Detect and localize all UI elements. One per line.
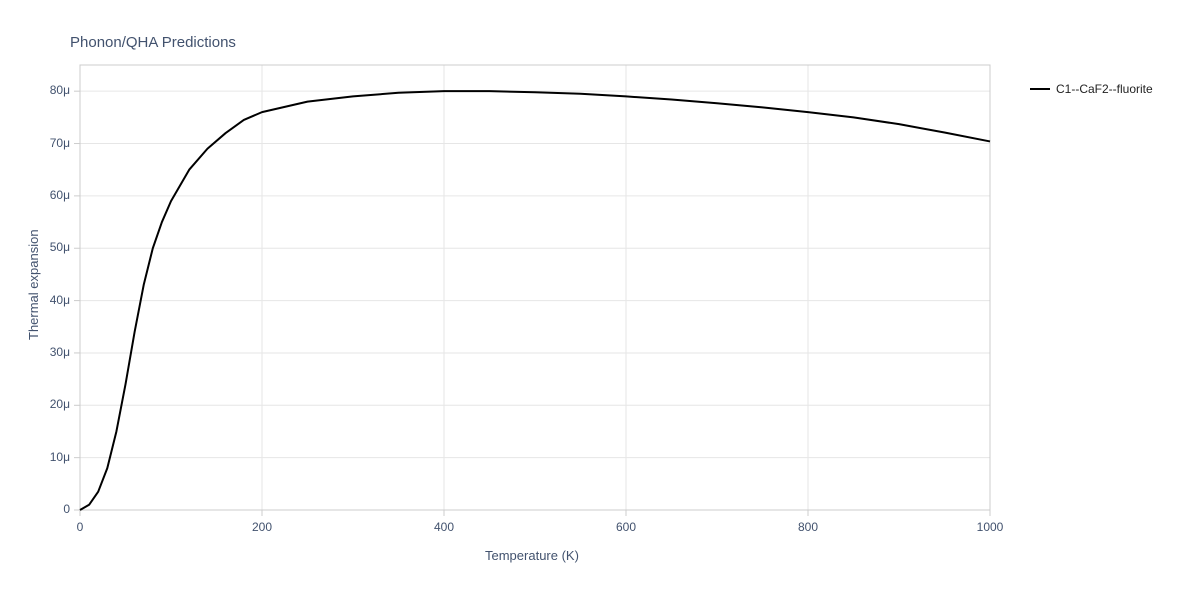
plot-border [80,65,990,510]
xtick-label: 800 [798,520,818,534]
xtick-label: 600 [616,520,636,534]
legend: C1--CaF2--fluorite [1030,82,1153,96]
xtick-label: 200 [252,520,272,534]
ytick-label: 20μ [34,397,70,411]
ytick-label: 60μ [34,188,70,202]
ytick-label: 0 [34,502,70,516]
xtick-label: 1000 [977,520,1004,534]
ytick-label: 10μ [34,450,70,464]
legend-swatch [1030,88,1050,90]
ytick-label: 50μ [34,240,70,254]
ytick-label: 30μ [34,345,70,359]
plot-area [0,0,1200,600]
legend-label: C1--CaF2--fluorite [1056,82,1153,96]
chart-root: Phonon/QHA Predictions Thermal expansion… [0,0,1200,600]
xtick-label: 0 [77,520,84,534]
ytick-label: 80μ [34,83,70,97]
ytick-label: 70μ [34,136,70,150]
xtick-label: 400 [434,520,454,534]
ytick-label: 40μ [34,293,70,307]
